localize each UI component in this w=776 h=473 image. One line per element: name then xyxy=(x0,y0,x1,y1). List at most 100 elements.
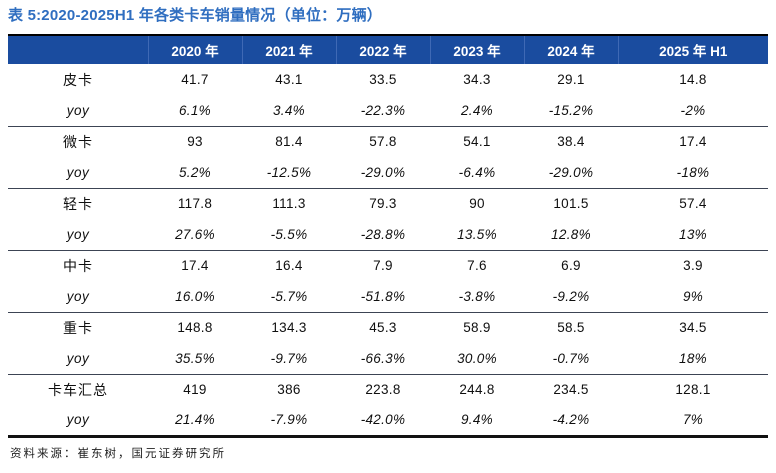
col-header: 2021 年 xyxy=(241,35,336,64)
col-header: 2024 年 xyxy=(523,35,618,64)
yoy-label: yoy xyxy=(8,95,148,127)
yoy-row: yoy 35.5% -9.7% -66.3% 30.0% -0.7% 18% xyxy=(8,343,768,375)
value-cell: 223.8 xyxy=(365,382,401,398)
yoy-cell: -28.8% xyxy=(336,219,430,251)
yoy-label: yoy xyxy=(8,219,148,251)
value-row: 中卡 17.4 16.4 7.9 7.6 6.9 3.9 xyxy=(8,250,768,281)
value-cell: 386 xyxy=(277,382,301,398)
yoy-cell: 9.4% xyxy=(461,412,493,428)
value-cell: 14.8 xyxy=(679,72,707,87)
yoy-cell: -18% xyxy=(618,157,768,189)
col-header: 2020 年 xyxy=(147,35,242,64)
yoy-cell: 7% xyxy=(682,412,704,428)
row-label-header xyxy=(8,35,148,64)
yoy-cell: 30.0% xyxy=(430,343,524,375)
yoy-row: yoy 6.1% 3.4% -22.3% 2.4% -15.2% -2% xyxy=(8,95,768,127)
value-cell: 128.1 xyxy=(675,382,711,398)
value-cell: 41.7 xyxy=(181,72,209,87)
value-cell: 93 xyxy=(187,134,203,150)
yoy-cell: 21.4% xyxy=(175,412,215,428)
yoy-cell: -5.7% xyxy=(242,281,336,313)
header-row: 2020 年 2021 年 2022 年 2023 年 2024 年 2025 年 H1 xyxy=(8,35,768,64)
table-header: 2020 年 2021 年 2022 年 2023 年 2024 年 2025 年 H1 xyxy=(8,35,768,64)
value-row: 轻卡 117.8 111.3 79.3 90 101.5 57.4 xyxy=(8,188,768,219)
value-cell: 43.1 xyxy=(275,72,303,87)
value-cell: 3.9 xyxy=(683,258,703,274)
col-header: 2025 年 H1 xyxy=(617,35,768,64)
yoy-cell: -12.5% xyxy=(242,157,336,189)
value-cell: 148.8 xyxy=(177,320,213,336)
yoy-cell: -29.0% xyxy=(336,157,430,189)
yoy-row: yoy 5.2% -12.5% -29.0% -6.4% -29.0% -18% xyxy=(8,157,768,189)
yoy-cell: -42.0% xyxy=(360,412,406,428)
value-cell: 90 xyxy=(469,196,485,212)
value-cell: 29.1 xyxy=(557,72,585,87)
table-body: 皮卡 41.7 43.1 33.5 34.3 29.1 14.8 yoy 6.1% 3.4% -22… xyxy=(8,64,768,436)
value-cell: 17.4 xyxy=(679,134,707,150)
yoy-cell: 3.4% xyxy=(242,95,336,127)
value-cell: 111.3 xyxy=(272,196,306,212)
yoy-row: yoy 27.6% -5.5% -28.8% 13.5% 12.8% 13% xyxy=(8,219,768,251)
yoy-cell: -6.4% xyxy=(430,157,524,189)
value-cell: 45.3 xyxy=(369,320,397,336)
value-row: 重卡 148.8 134.3 45.3 58.9 58.5 34.5 xyxy=(8,312,768,343)
value-cell: 7.6 xyxy=(467,258,487,274)
yoy-cell: 6.1% xyxy=(148,95,242,127)
value-cell: 79.3 xyxy=(369,196,397,212)
yoy-row: yoy 16.0% -5.7% -51.8% -3.8% -9.2% 9% xyxy=(8,281,768,313)
yoy-label: yoy xyxy=(8,281,148,313)
yoy-label: yoy xyxy=(66,412,90,428)
yoy-cell: -9.2% xyxy=(524,281,618,313)
col-header: 2022 年 xyxy=(335,35,430,64)
yoy-cell: 9% xyxy=(618,281,768,313)
sales-table: 2020 年 2021 年 2022 年 2023 年 2024 年 2025 年 H1 … xyxy=(8,34,768,438)
row-label: 重卡 xyxy=(63,320,93,337)
value-cell: 57.4 xyxy=(679,196,707,212)
row-label: 卡车汇总 xyxy=(48,382,108,399)
value-cell: 7.9 xyxy=(373,258,393,274)
value-cell: 34.5 xyxy=(679,320,707,336)
table-title: 表 5:2020-2025H1 年各类卡车销量情况（单位：万辆） xyxy=(8,7,382,24)
value-cell: 57.8 xyxy=(369,134,397,150)
yoy-cell: 2.4% xyxy=(430,95,524,127)
value-cell: 34.3 xyxy=(463,72,491,87)
col-header: 2023 年 xyxy=(429,35,524,64)
yoy-cell: 18% xyxy=(618,343,768,375)
yoy-cell: 13.5% xyxy=(430,219,524,251)
value-cell: 6.9 xyxy=(561,258,581,274)
value-cell: 58.5 xyxy=(557,320,585,336)
value-cell: 33.5 xyxy=(369,72,397,87)
yoy-cell: -66.3% xyxy=(336,343,430,375)
row-label: 中卡 xyxy=(63,258,93,275)
value-cell: 81.4 xyxy=(275,134,303,150)
value-cell: 16.4 xyxy=(275,258,303,274)
row-label: 皮卡 xyxy=(63,72,93,89)
yoy-cell: -5.5% xyxy=(242,219,336,251)
source-note: 资料来源：崔东树，国元证券研究所 xyxy=(10,445,226,460)
yoy-cell: -51.8% xyxy=(336,281,430,313)
value-cell: 101.5 xyxy=(553,196,589,212)
yoy-cell: -22.3% xyxy=(336,95,430,127)
value-cell: 54.1 xyxy=(463,134,491,150)
row-label: 微卡 xyxy=(63,134,93,151)
yoy-label: yoy xyxy=(8,343,148,375)
yoy-cell: -2% xyxy=(618,95,768,127)
yoy-cell: 27.6% xyxy=(148,219,242,251)
yoy-cell: -0.7% xyxy=(524,343,618,375)
yoy-cell: 12.8% xyxy=(524,219,618,251)
value-row: 卡车汇总 419 386 223.8 244.8 234.5 128.1 xyxy=(8,374,768,405)
yoy-cell: 5.2% xyxy=(148,157,242,189)
yoy-cell: -9.7% xyxy=(242,343,336,375)
yoy-row: yoy 21.4% -7.9% -42.0% 9.4% -4.2% 7% xyxy=(8,405,768,436)
yoy-cell: -7.9% xyxy=(270,412,308,428)
value-cell: 17.4 xyxy=(181,258,209,274)
value-cell: 244.8 xyxy=(459,382,495,398)
value-row: 微卡 93 81.4 57.8 54.1 38.4 17.4 xyxy=(8,126,768,157)
yoy-cell: 35.5% xyxy=(148,343,242,375)
value-row: 皮卡 41.7 43.1 33.5 34.3 29.1 14.8 xyxy=(8,64,768,95)
yoy-cell: -3.8% xyxy=(430,281,524,313)
value-cell: 58.9 xyxy=(463,320,491,336)
value-cell: 234.5 xyxy=(553,382,589,398)
value-cell: 38.4 xyxy=(557,134,585,150)
